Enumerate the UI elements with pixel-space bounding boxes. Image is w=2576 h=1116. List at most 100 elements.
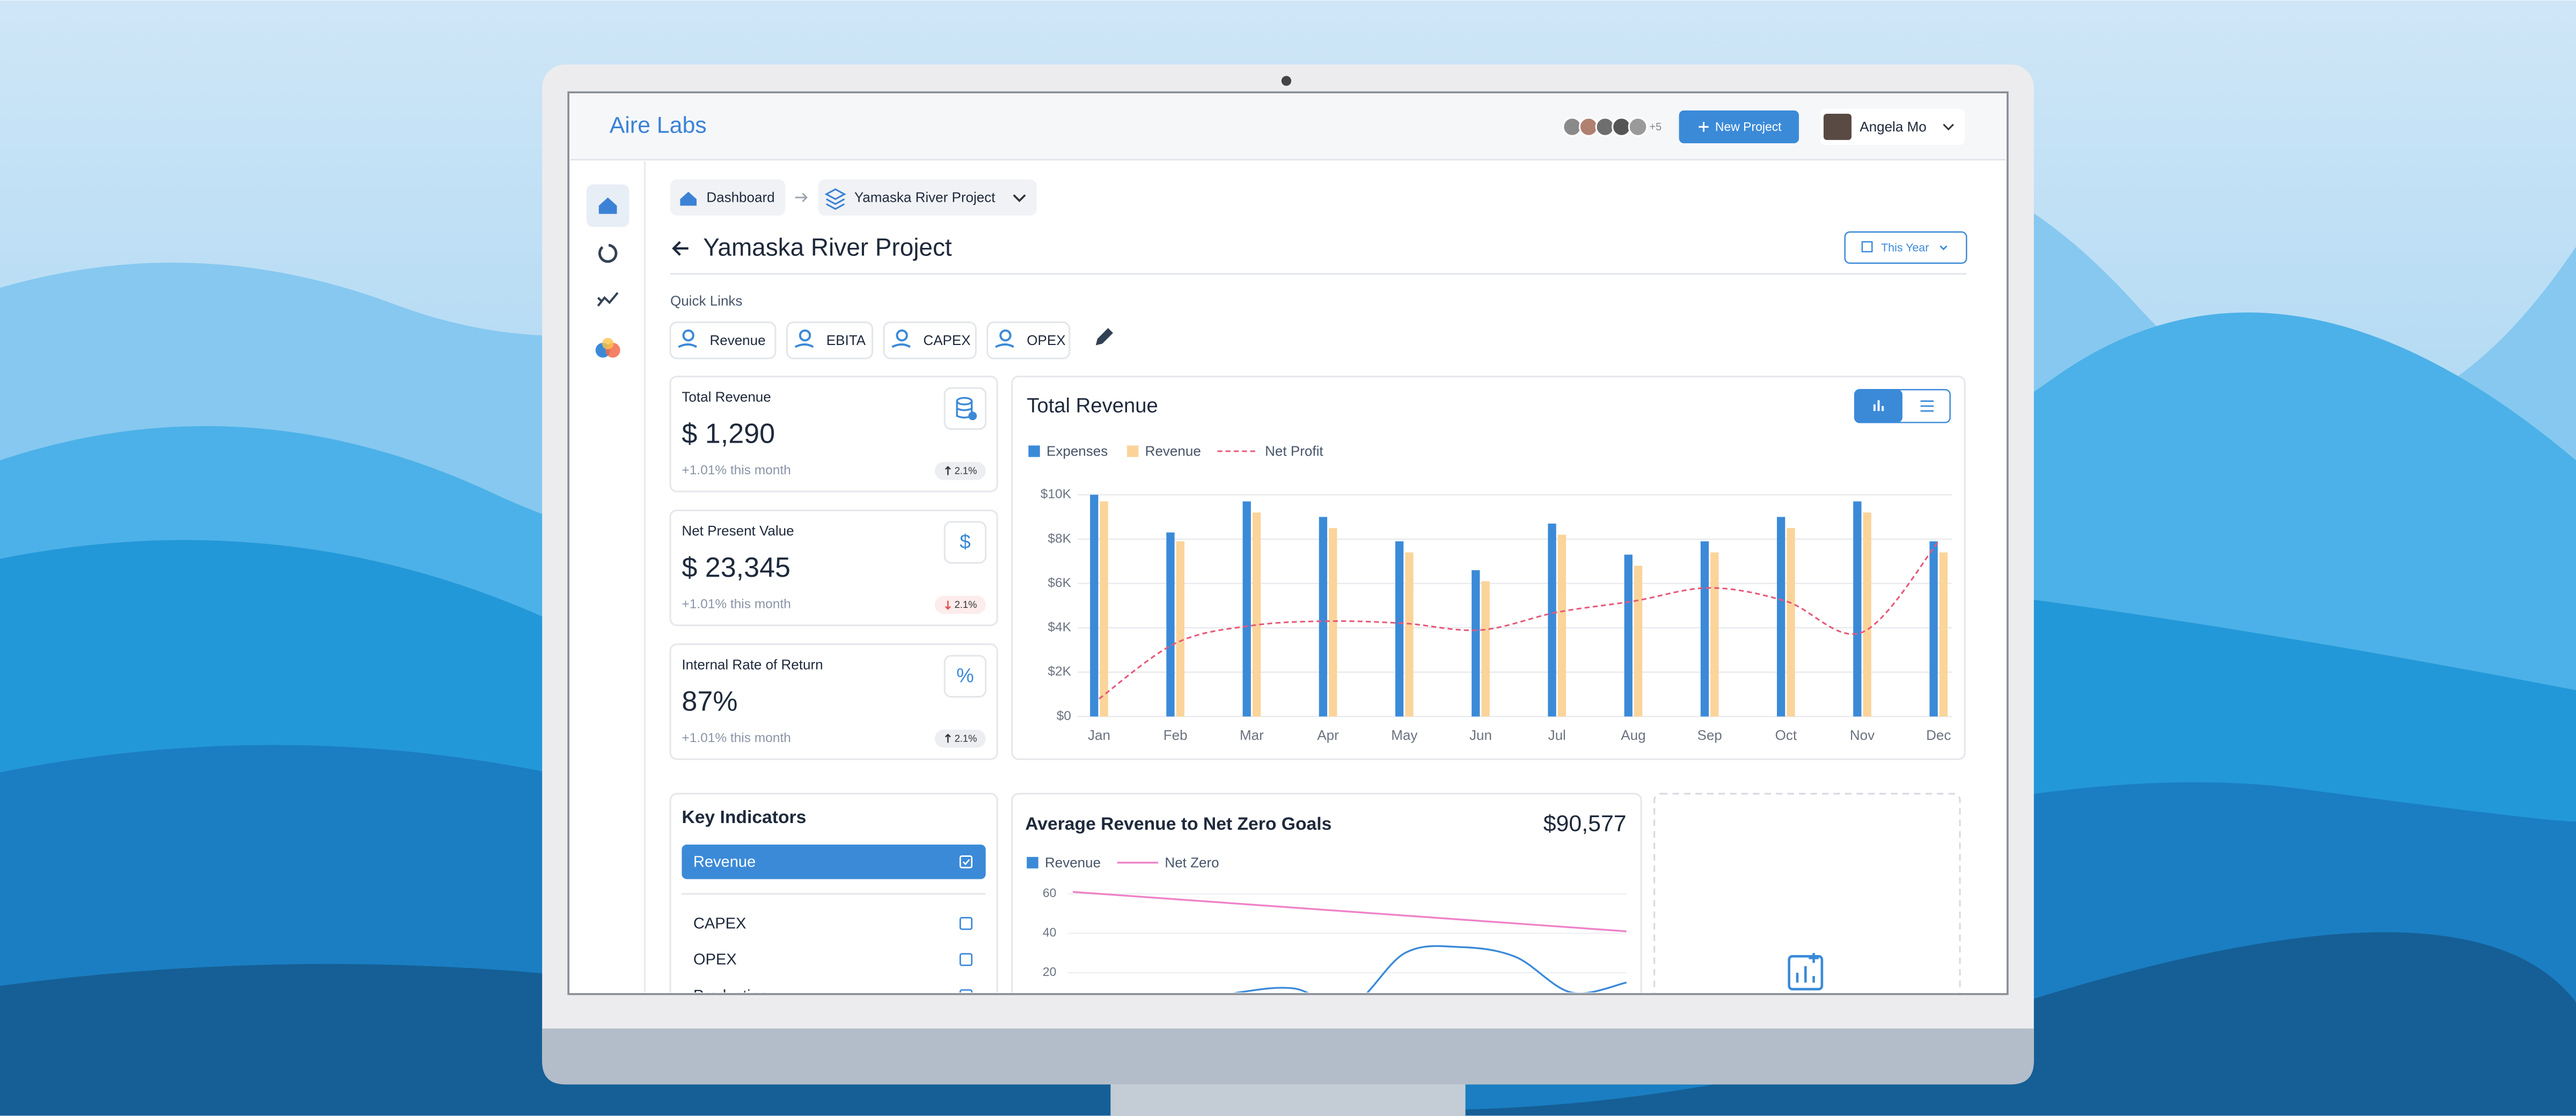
x-tick-label: May [1391, 727, 1417, 743]
bar [1176, 541, 1185, 717]
page-title: Yamaska River Project [703, 233, 952, 261]
edit-icon[interactable] [1095, 328, 1113, 346]
trend-arrow [945, 733, 951, 743]
add-widget-card[interactable] [1653, 792, 1961, 1024]
user-avatar [1823, 113, 1851, 140]
bar [1710, 552, 1719, 717]
avatars-more: +5 [1649, 121, 1662, 133]
quick-link-icon [999, 329, 1012, 342]
x-tick-label: Oct [1775, 727, 1797, 743]
quick-link-icon [682, 329, 694, 342]
bar [1787, 528, 1795, 717]
x-tick-label: Jul [1548, 727, 1566, 743]
period-picker[interactable] [1844, 231, 1967, 264]
plus-icon [1699, 122, 1709, 132]
line-series [1072, 891, 1627, 933]
x-tick-label: Mar [1240, 727, 1264, 743]
kpi-card [669, 509, 998, 627]
kpi-card [669, 376, 998, 493]
user-name: Angela Mo [1860, 119, 1926, 135]
quick-link-icon [678, 343, 697, 348]
kpi-badge-label: 2.1% [955, 599, 977, 610]
y-tick-label: $10K [1041, 487, 1072, 502]
indicator-label: Revenue [693, 854, 756, 871]
legend-label: Net Zero [1165, 854, 1219, 870]
breadcrumb-item[interactable] [818, 179, 1037, 216]
chart-card [1011, 792, 1642, 993]
line-series [1233, 945, 1627, 993]
kpi-value: 87% [682, 686, 737, 717]
quick-link-icon [891, 343, 911, 348]
chevron [1940, 245, 1948, 251]
kpi-change: +1.01% this month [682, 731, 791, 745]
nav-analytics[interactable] [597, 292, 619, 307]
home-icon [680, 192, 697, 206]
indicator-checkbox[interactable] [959, 989, 973, 1001]
legend-swatch [1028, 445, 1040, 457]
legend-label: Revenue [1145, 443, 1201, 459]
indicator-selected[interactable] [682, 845, 986, 879]
bar [1863, 512, 1871, 717]
add-chart-icon [1788, 955, 1824, 990]
indicator-checkbox[interactable] [959, 855, 973, 869]
y-tick-label: $0 [1057, 709, 1071, 723]
y-tick-label: 60 [1043, 886, 1057, 900]
indicator-label: Production [693, 987, 768, 1004]
bar-icon [1873, 400, 1884, 412]
legend-swatch [1127, 445, 1139, 457]
bar [1166, 532, 1175, 717]
quick-links-label: Quick Links [670, 292, 742, 309]
bar [1100, 501, 1108, 717]
camera [1281, 76, 1292, 86]
bar [1405, 552, 1414, 717]
avatar [1628, 117, 1648, 137]
avatar [1562, 117, 1582, 137]
bar [1700, 541, 1709, 717]
kpi-title: Net Present Value [682, 523, 794, 539]
breadcrumb-item[interactable] [670, 179, 786, 216]
quick-link-icon [794, 343, 814, 348]
y-tick-label: $6K [1048, 576, 1071, 590]
table-view-button[interactable] [1920, 400, 1934, 412]
indicator-label: OPEX [693, 951, 737, 968]
brand: Aire Labs [610, 113, 707, 138]
back-button[interactable] [672, 241, 689, 256]
kpi-icon-box [943, 521, 987, 564]
quick-link[interactable] [883, 321, 977, 359]
x-tick-label: Jun [1469, 727, 1492, 743]
user-menu[interactable] [1820, 108, 1965, 145]
new-project-button[interactable] [1679, 110, 1799, 144]
chevron [1013, 194, 1026, 202]
y-tick-label: 40 [1043, 926, 1057, 939]
kpi-change: +1.01% this month [682, 463, 791, 478]
avatar [1595, 117, 1615, 137]
bar [1472, 570, 1480, 717]
avatar [1612, 117, 1631, 137]
x-tick-label: Feb [1163, 727, 1188, 743]
period-label: This Year [1881, 241, 1929, 254]
indicator-checkbox[interactable] [959, 917, 973, 930]
bar [1395, 541, 1404, 717]
new-project-label: New Project [1715, 120, 1782, 134]
quick-link-label: OPEX [1027, 332, 1065, 348]
monitor-chin [542, 1029, 2034, 1085]
quick-link-icon [995, 343, 1014, 348]
kpi-icon: $ [960, 531, 970, 553]
y-tick-label: $4K [1048, 620, 1071, 635]
quick-link[interactable] [669, 321, 777, 359]
legend-label: Revenue [1045, 854, 1101, 870]
add-chart-icon [1796, 953, 1819, 983]
legend-label: Expenses [1046, 443, 1108, 459]
legend-swatch [1027, 857, 1038, 869]
indicator-checkbox[interactable] [959, 953, 973, 966]
nav-cycle[interactable] [598, 244, 618, 263]
x-tick-label: Nov [1850, 727, 1875, 743]
chart-title: Average Revenue to Net Zero Goals [1025, 814, 1331, 834]
kpi-value: $ 1,290 [682, 418, 775, 450]
chart-headline: $90,577 [1543, 811, 1627, 836]
y-tick-label: 20 [1043, 965, 1057, 979]
bar [1929, 541, 1938, 717]
layers-icon [824, 188, 846, 210]
chevron [1943, 123, 1954, 131]
